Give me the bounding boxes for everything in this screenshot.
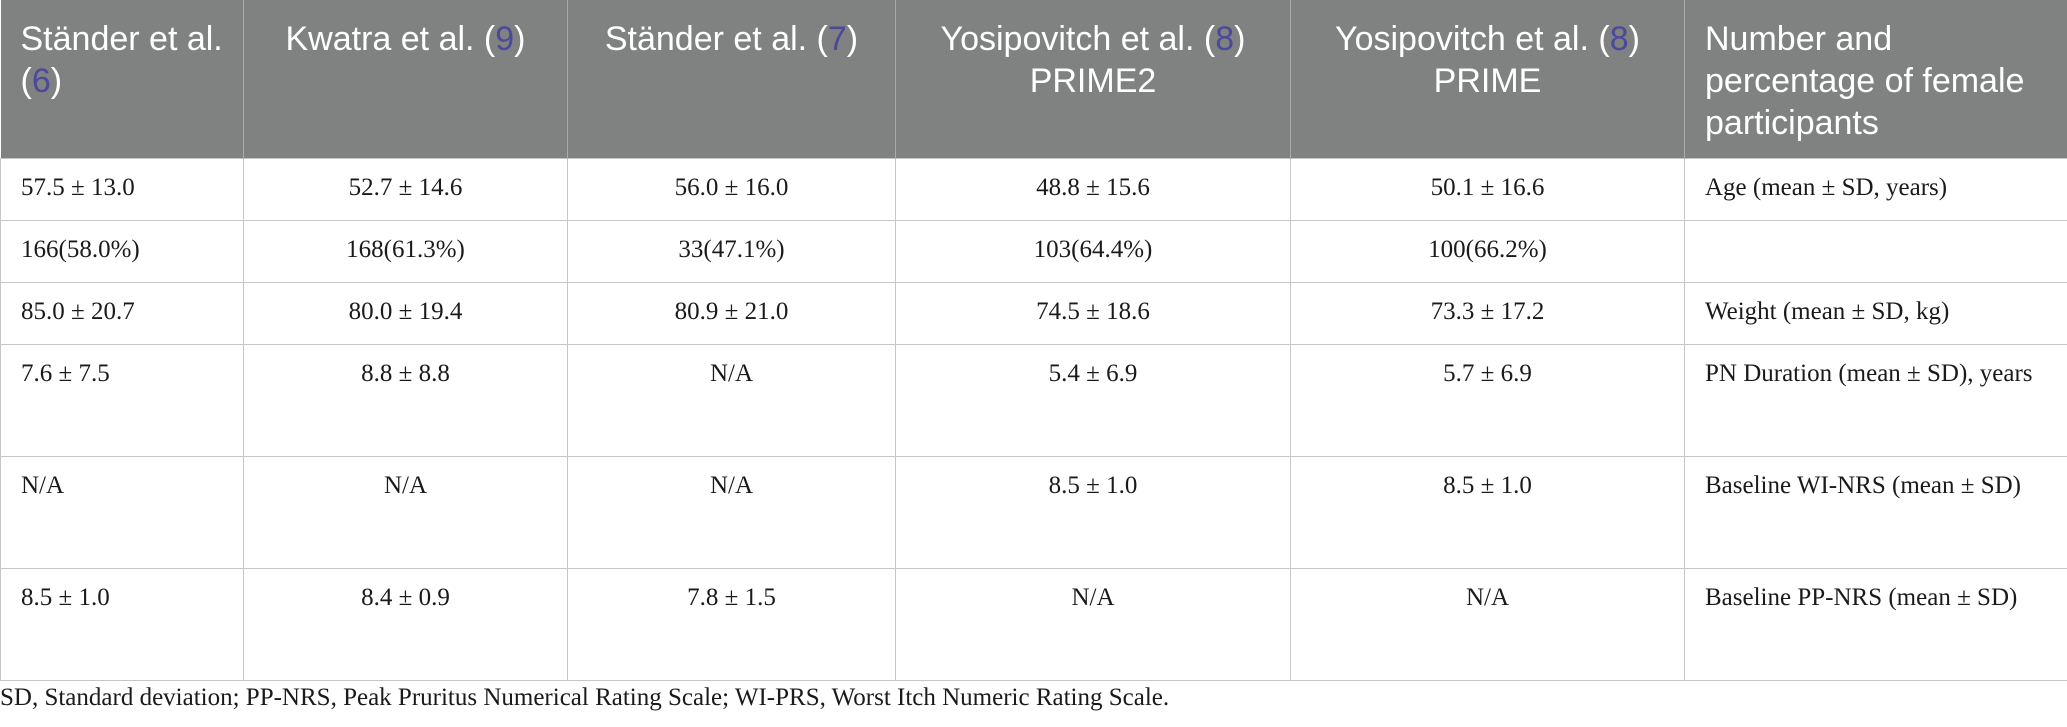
table-cell: 8.4 ± 0.9	[243, 568, 568, 681]
table-row: 166(58.0%) 168(61.3%) 33(47.1%) 103(64.4…	[0, 220, 2067, 283]
table-cell: 8.5 ± 1.0	[1290, 456, 1685, 569]
header-col-yosipovitch-prime: Yosipovitch et al. (8) PRIME	[1290, 0, 1685, 159]
table-cell: N/A	[243, 456, 568, 569]
header-col-female-participants: Number and percentage of female particip…	[1684, 0, 2067, 159]
table-cell: N/A	[0, 456, 244, 569]
table-cell: 73.3 ± 17.2	[1290, 282, 1685, 345]
table-cell: 56.0 ± 16.0	[567, 158, 896, 221]
reference-link-8[interactable]: 8	[1609, 20, 1629, 58]
header-sub-prime2: PRIME2	[1029, 62, 1157, 100]
table-row: N/A N/A N/A 8.5 ± 1.0 8.5 ± 1.0 Baseline…	[0, 456, 2067, 569]
table-cell: 5.7 ± 6.9	[1290, 344, 1685, 457]
table-cell: PN Duration (mean ± SD), years	[1684, 344, 2067, 457]
table-cell: 33(47.1%)	[567, 220, 896, 283]
table-cell: N/A	[1290, 568, 1685, 681]
table-cell: N/A	[567, 456, 896, 569]
table-cell: 52.7 ± 14.6	[243, 158, 568, 221]
table-cell: 80.0 ± 19.4	[243, 282, 568, 345]
reference-link-6[interactable]: 6	[31, 62, 51, 100]
table-cell: 166(58.0%)	[0, 220, 244, 283]
table-cell: 168(61.3%)	[243, 220, 568, 283]
table-cell: N/A	[567, 344, 896, 457]
table-cell: 8.5 ± 1.0	[0, 568, 244, 681]
table-cell: 100(66.2%)	[1290, 220, 1685, 283]
table-cell: 85.0 ± 20.7	[0, 282, 244, 345]
table-cell: 57.5 ± 13.0	[0, 158, 244, 221]
table-cell: 80.9 ± 21.0	[567, 282, 896, 345]
header-col-stander-7: Ständer et al. (7)	[567, 0, 896, 159]
table-cell: 48.8 ± 15.6	[895, 158, 1291, 221]
table-cell: 74.5 ± 18.6	[895, 282, 1291, 345]
table-cell: Baseline PP-NRS (mean ± SD)	[1684, 568, 2067, 681]
reference-link-8[interactable]: 8	[1215, 20, 1235, 58]
table-cell: 103(64.4%)	[895, 220, 1291, 283]
header-sub-prime: PRIME	[1433, 62, 1542, 100]
table-cell: 7.8 ± 1.5	[567, 568, 896, 681]
table-footnote: SD, Standard deviation; PP-NRS, Peak Pru…	[0, 684, 1170, 711]
table-header-row: Ständer et al. (6) Kwatra et al. (9) Stä…	[0, 0, 2067, 159]
header-col-kwatra-9: Kwatra et al. (9)	[243, 0, 568, 159]
reference-link-9[interactable]: 9	[495, 20, 515, 58]
table-container: Ständer et al. (6) Kwatra et al. (9) Stä…	[0, 0, 2067, 681]
table-cell: 5.4 ± 6.9	[895, 344, 1291, 457]
table-cell: 7.6 ± 7.5	[0, 344, 244, 457]
table-cell: 50.1 ± 16.6	[1290, 158, 1685, 221]
reference-link-7[interactable]: 7	[827, 20, 847, 58]
data-table: Ständer et al. (6) Kwatra et al. (9) Stä…	[0, 0, 2067, 681]
table-cell: 8.8 ± 8.8	[243, 344, 568, 457]
header-col-stander-6: Ständer et al. (6)	[0, 0, 244, 159]
table-cell: N/A	[895, 568, 1291, 681]
table-cell: Weight (mean ± SD, kg)	[1684, 282, 2067, 345]
table-cell: Age (mean ± SD, years)	[1684, 158, 2067, 221]
table-cell: 8.5 ± 1.0	[895, 456, 1291, 569]
table-row: 7.6 ± 7.5 8.8 ± 8.8 N/A 5.4 ± 6.9 5.7 ± …	[0, 344, 2067, 457]
table-row: 8.5 ± 1.0 8.4 ± 0.9 7.8 ± 1.5 N/A N/A Ba…	[0, 568, 2067, 681]
table-cell	[1684, 220, 2067, 283]
table-row: 85.0 ± 20.7 80.0 ± 19.4 80.9 ± 21.0 74.5…	[0, 282, 2067, 345]
table-cell: Baseline WI-NRS (mean ± SD)	[1684, 456, 2067, 569]
header-col-yosipovitch-prime2: Yosipovitch et al. (8) PRIME2	[895, 0, 1291, 159]
table-row: 57.5 ± 13.0 52.7 ± 14.6 56.0 ± 16.0 48.8…	[0, 158, 2067, 221]
